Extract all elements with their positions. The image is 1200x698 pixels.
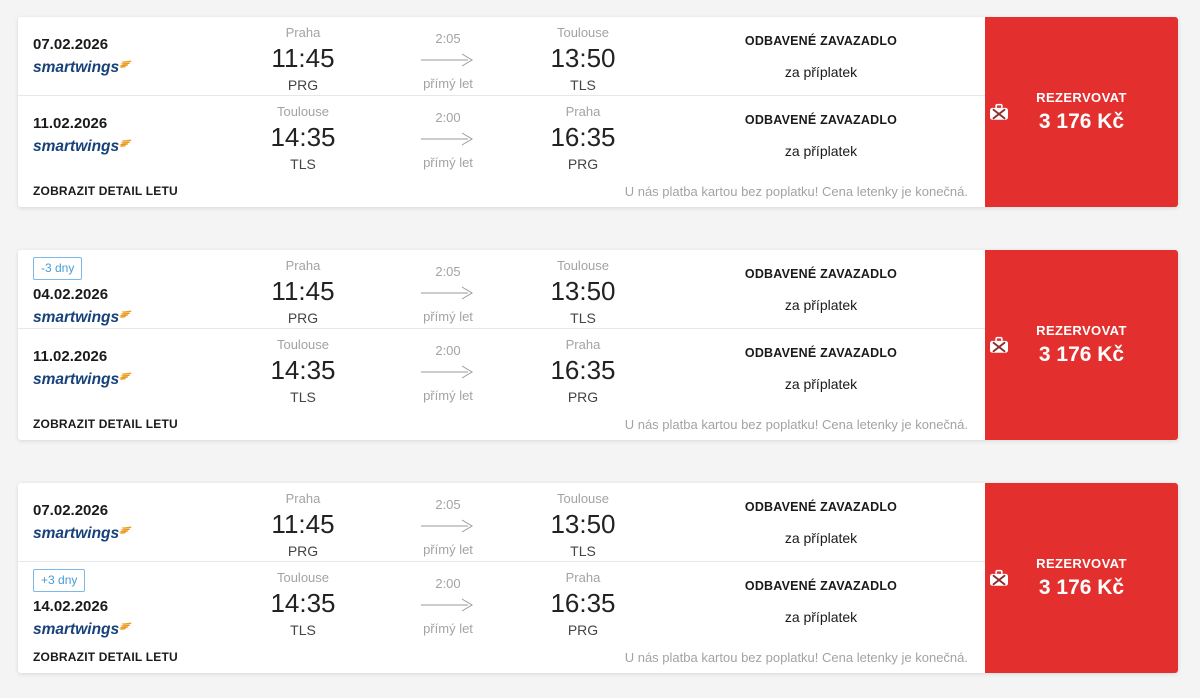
- svg-text:smartwings: smartwings: [33, 621, 120, 638]
- svg-text:smartwings: smartwings: [33, 525, 120, 542]
- svg-text:smartwings: smartwings: [33, 309, 120, 326]
- svg-text:smartwings: smartwings: [33, 371, 120, 388]
- svg-text:smartwings: smartwings: [33, 138, 120, 155]
- svg-text:smartwings: smartwings: [33, 59, 120, 76]
